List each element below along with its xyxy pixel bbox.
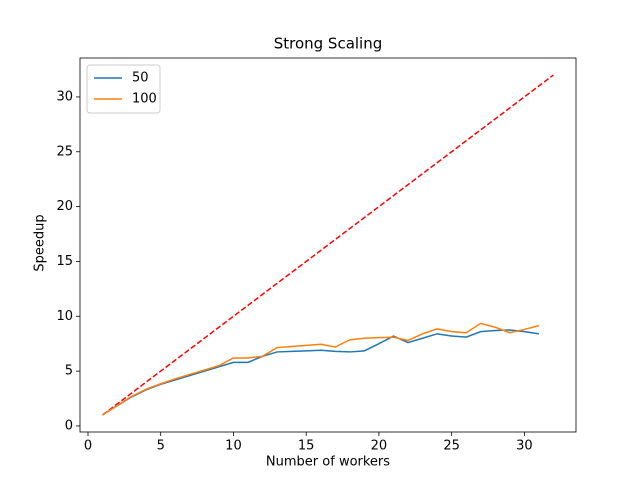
x-tick-label: 30 (516, 439, 533, 454)
reference-line (102, 74, 554, 416)
legend-label: 50 (132, 71, 149, 86)
x-tick-label: 15 (298, 439, 315, 454)
series-line (102, 322, 540, 416)
y-tick-label: 10 (56, 309, 73, 324)
x-tick-label: 5 (157, 439, 165, 454)
legend-box (86, 64, 161, 114)
y-tick-label: 25 (56, 144, 73, 159)
x-tick-label: 10 (225, 439, 242, 454)
plot-frame (79, 57, 577, 433)
y-tick-label: 30 (56, 89, 73, 104)
y-tick-label: 5 (65, 364, 73, 379)
x-tick-label: 20 (371, 439, 388, 454)
x-tick-label: 0 (84, 439, 92, 454)
x-axis-label: Number of workers (266, 455, 390, 470)
legend-label: 100 (132, 92, 157, 107)
series-line (102, 329, 540, 416)
chart-title: Strong Scaling (274, 35, 383, 53)
y-tick-label: 20 (56, 199, 73, 214)
y-axis-label: Speedup (33, 214, 48, 271)
y-tick-label: 0 (65, 418, 73, 433)
y-tick-label: 15 (56, 254, 73, 269)
x-tick-label: 25 (443, 439, 460, 454)
